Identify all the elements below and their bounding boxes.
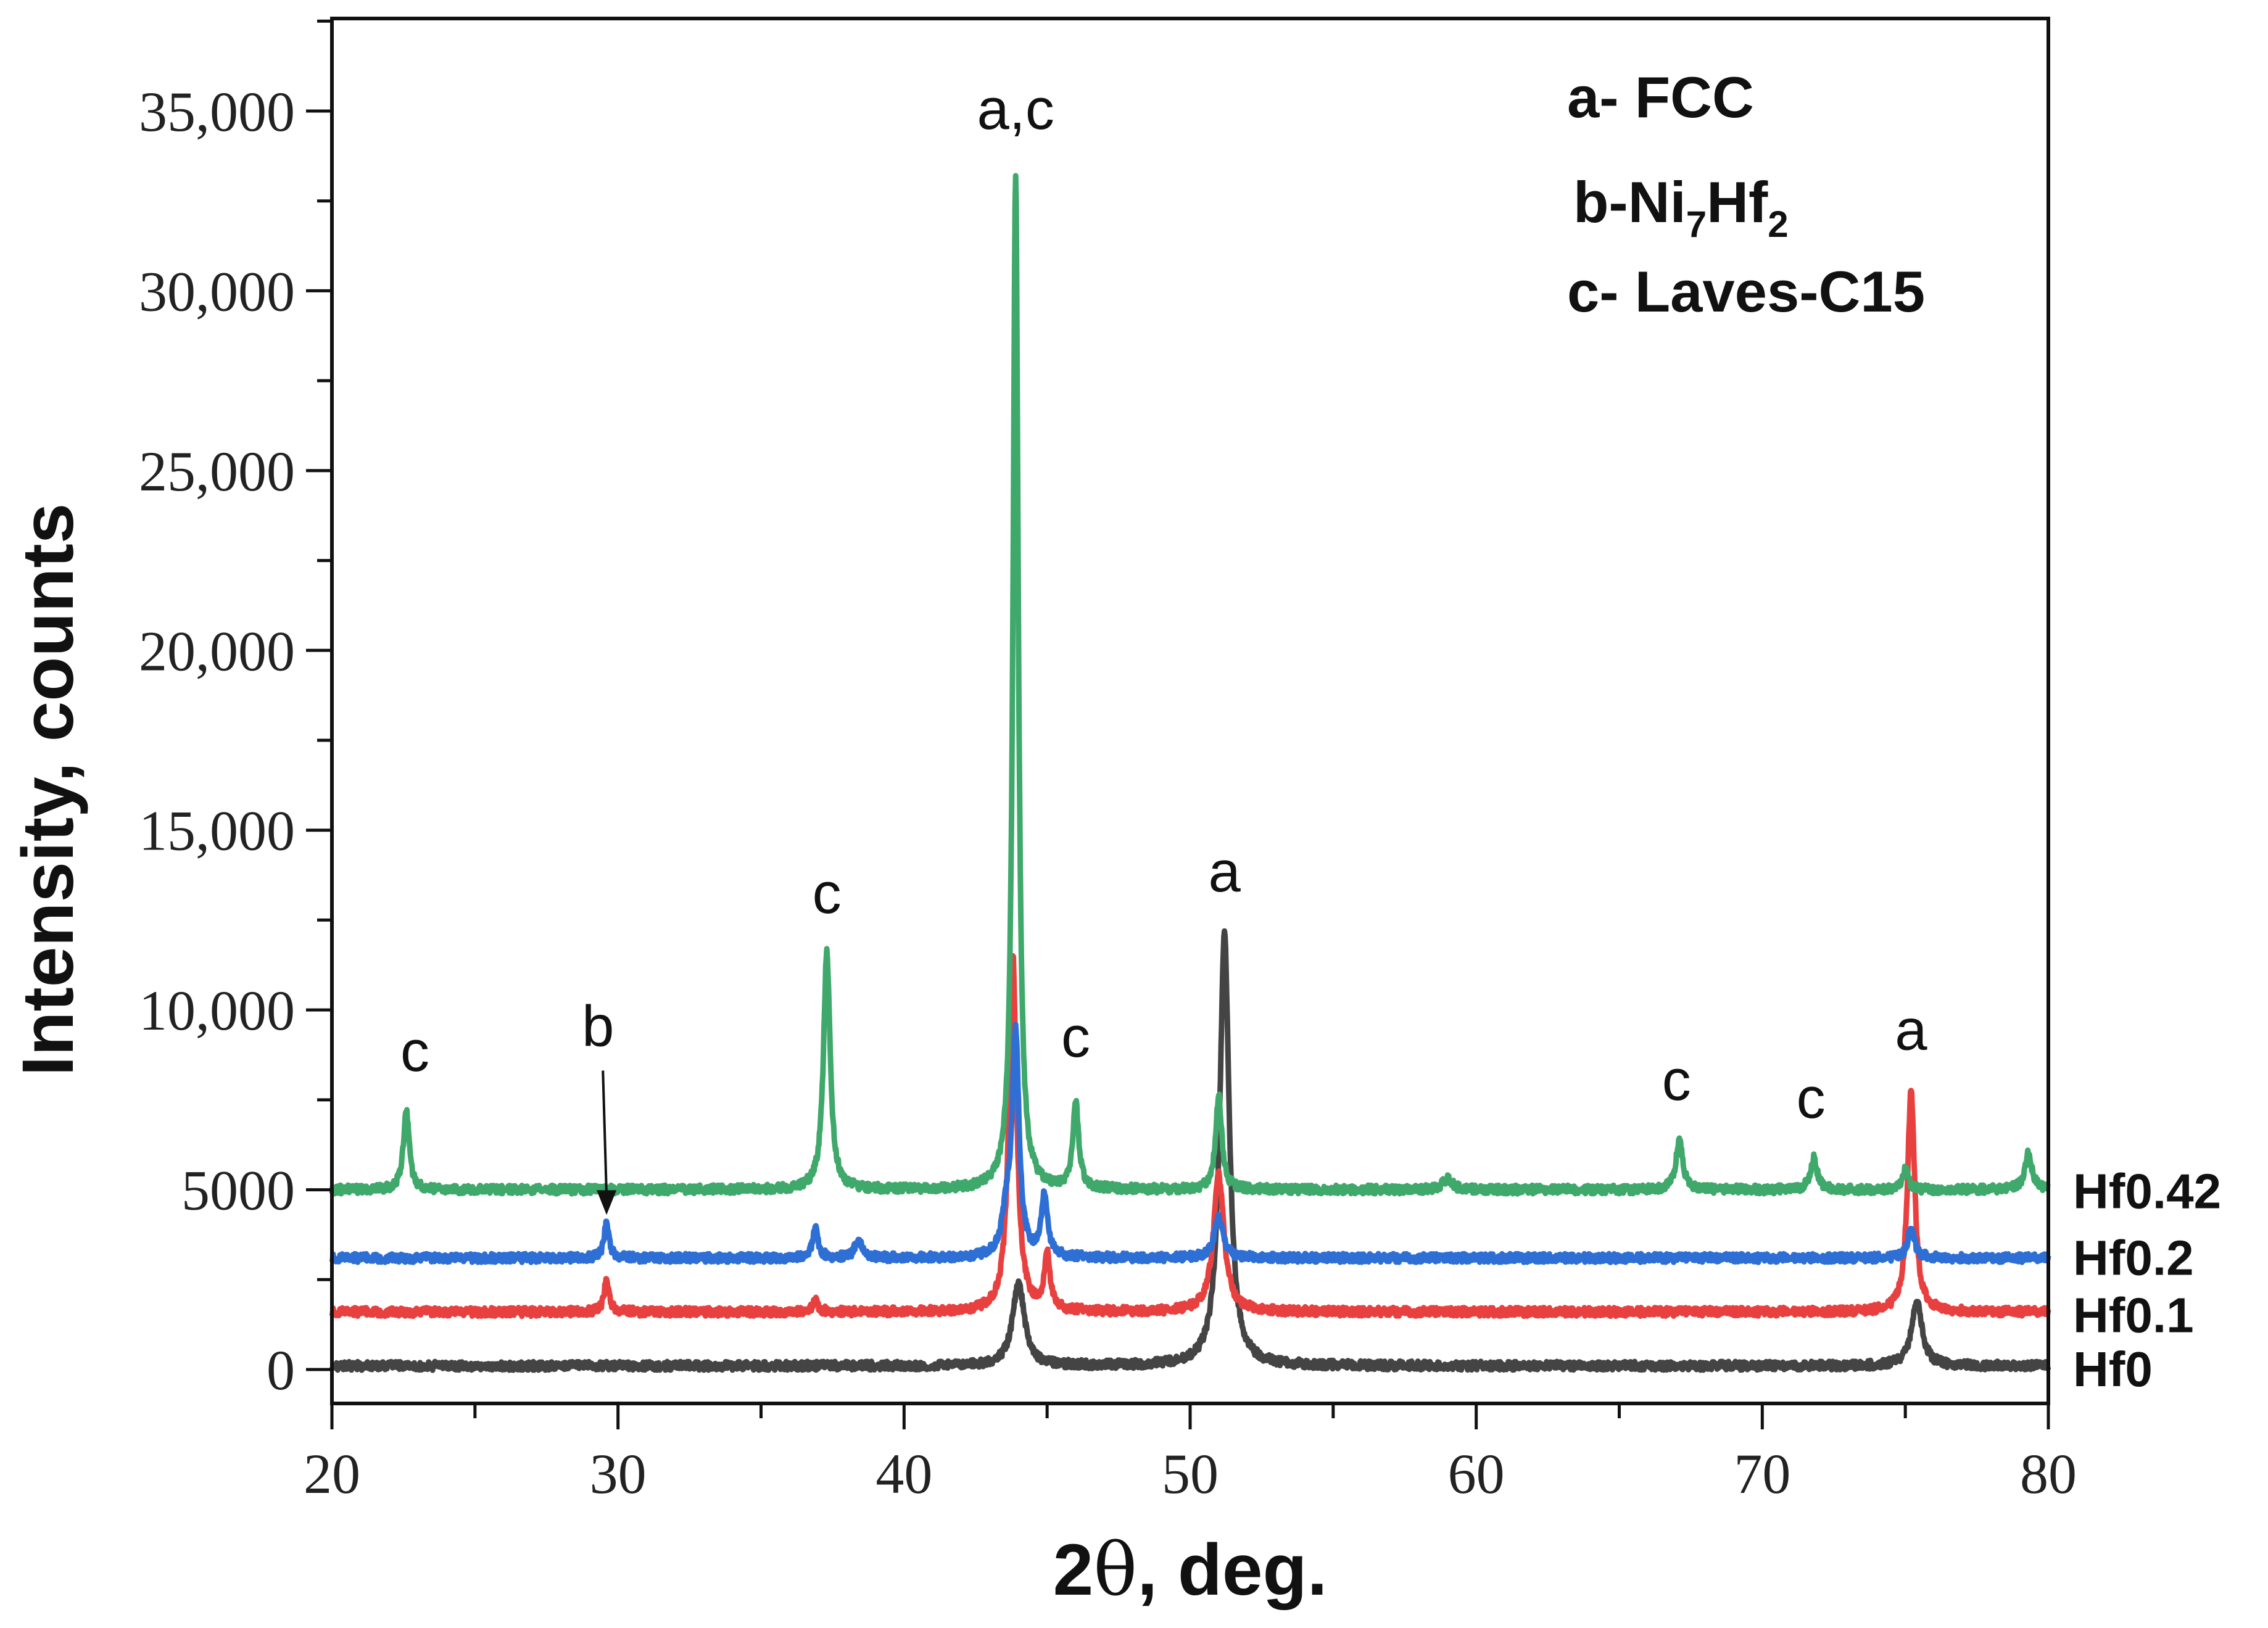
legend-entry-laves-c15: c- Laves-C15	[1567, 259, 1925, 324]
peak-label: c	[1662, 1047, 1691, 1112]
peak-annotations: c b c a,c c a c c a	[400, 76, 1927, 1215]
x-tick-label: 70	[1734, 1442, 1790, 1505]
x-axis: 20 30 40 50 60 70 80	[304, 1403, 2077, 1505]
y-tick-label: 15,000	[139, 800, 295, 862]
y-tick-label: 20,000	[139, 619, 295, 682]
legend-entry-ni7hf2: b-Ni7Hf2	[1573, 170, 1789, 245]
x-tick-label: 80	[2020, 1442, 2077, 1505]
x-tick-label: 30	[590, 1442, 647, 1505]
x-tick-label: 20	[304, 1442, 360, 1505]
series-label-Hf0-42: Hf0.42	[2073, 1164, 2221, 1219]
peak-label: c	[813, 861, 842, 925]
x-tick-label: 50	[1162, 1442, 1219, 1505]
x-tick-label: 60	[1448, 1442, 1505, 1505]
series-label-Hf0: Hf0	[2073, 1342, 2153, 1397]
y-axis: 0 5000 10,000 15,000 20,000 25,000 30,000 35,00…	[139, 19, 332, 1402]
series-label-Hf0-2: Hf0.2	[2073, 1230, 2194, 1285]
y-tick-label: 35,000	[139, 80, 295, 143]
peak-label: c	[400, 1019, 429, 1083]
series-line-Hf0-42	[329, 173, 2051, 1197]
series-label-Hf0-1: Hf0.1	[2073, 1288, 2194, 1343]
peak-label: c	[1797, 1065, 1826, 1130]
peak-label: a	[1895, 997, 1927, 1062]
peak-arrowhead	[597, 1190, 617, 1215]
x-axis-title: 2θ, deg.	[1053, 1527, 1328, 1612]
peak-label: a,c	[977, 76, 1054, 141]
peak-arrow	[602, 1070, 608, 1197]
y-tick-label: 30,000	[139, 260, 295, 323]
legend: a- FCC b-Ni7Hf2 c- Laves-C15	[1567, 65, 1925, 324]
series-group	[329, 173, 2051, 1373]
x-tick-label: 40	[875, 1442, 932, 1505]
series-line-Hf0-1	[329, 952, 2051, 1320]
peak-label: b	[582, 993, 614, 1058]
peak-label: a	[1208, 839, 1241, 904]
series-line-Hf0-2	[329, 1022, 2051, 1265]
series-line-Hf0	[329, 928, 2051, 1373]
y-tick-label: 5000	[181, 1159, 295, 1222]
y-tick-label: 25,000	[139, 440, 295, 503]
y-tick-label: 10,000	[139, 979, 295, 1042]
y-axis-title: Intensity, counts	[7, 503, 89, 1076]
legend-entry-fcc: a- FCC	[1567, 65, 1754, 130]
y-tick-label: 0	[267, 1339, 295, 1402]
peak-label: c	[1061, 1004, 1090, 1069]
